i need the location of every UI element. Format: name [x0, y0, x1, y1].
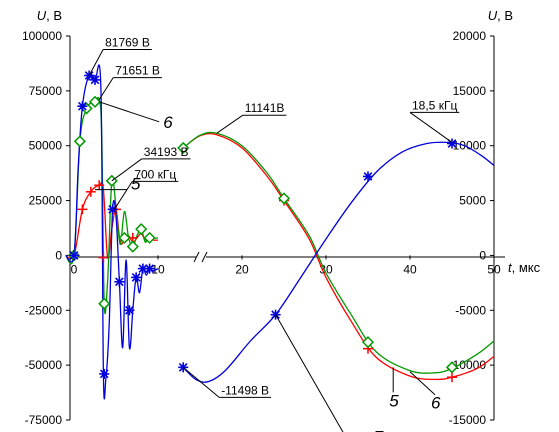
annotation: 700 кГц	[113, 167, 179, 210]
left-tick-label: -75000	[25, 413, 63, 427]
series-line-right-5	[182, 132, 495, 381]
annotation-label: 700 кГц	[134, 167, 176, 181]
right-tick-label: 5000	[459, 194, 486, 208]
right-tick-label: 20000	[453, 29, 487, 43]
curve-label: 7	[275, 314, 384, 432]
left-axis-ticks: 100000 75000 50000 25000 0 -25000 -50000 -75000	[22, 29, 70, 427]
diamond-marker	[73, 135, 86, 148]
right-tick-label: -15000	[449, 413, 487, 427]
curve-number: 7	[374, 428, 384, 432]
annotation-label: 18,5 кГц	[412, 98, 457, 112]
plus-marker	[94, 180, 105, 191]
star-marker	[114, 276, 125, 287]
annotation-label: -11498 В	[221, 383, 269, 397]
annotation-label: 11141В	[245, 101, 285, 115]
right-tick-label: 10000	[453, 139, 487, 153]
x-tick-label: 20	[235, 262, 249, 276]
curve-number: 5	[389, 391, 399, 410]
star-marker	[84, 70, 95, 81]
x-tick-label: 0	[71, 262, 78, 276]
annotation: 18,5 кГц	[409, 98, 460, 143]
star-marker	[131, 272, 142, 283]
star-marker	[77, 101, 88, 112]
annotation: -11498 В	[182, 366, 272, 398]
annotations: 81769 В 71651 В 34193 В 700 кГц 11141В 18,5 к…	[88, 35, 460, 398]
left-tick-label: 100000	[22, 29, 62, 43]
diamond-marker	[88, 95, 102, 108]
star-marker	[69, 250, 79, 261]
curve-number: 6	[163, 113, 173, 132]
diamond-marker	[98, 297, 111, 310]
star-marker	[144, 263, 155, 274]
annotation-label: 34193 В	[144, 145, 189, 159]
annotation: 34193 В	[111, 145, 191, 182]
curve-label: 6	[409, 371, 441, 413]
left-tick-label: 0	[55, 248, 62, 262]
left-tick-label: -50000	[25, 358, 63, 372]
curve-label: 5	[389, 367, 399, 410]
annotation: 11141В	[216, 101, 287, 134]
x-tick-label: 50	[487, 262, 501, 276]
right-axis-title: U, В	[488, 8, 513, 23]
axis-break-mark-1	[193, 251, 200, 263]
star-marker	[107, 204, 118, 215]
left-axis-title: U, В	[37, 8, 62, 23]
axis-break-mark-2	[201, 251, 208, 263]
right-tick-label: -5000	[455, 303, 486, 317]
diamond-marker	[135, 223, 148, 236]
diamond-marker	[361, 336, 375, 349]
annotation: 81769 В	[88, 35, 152, 76]
x-tick-label: 10	[151, 262, 165, 276]
curve-label: 6	[99, 101, 173, 132]
diamond-marker	[143, 231, 156, 244]
plus-marker	[77, 204, 88, 215]
series-line-left-6	[64, 96, 159, 315]
curve-labels: 6 5 7 5 6	[95, 101, 441, 432]
star-marker	[124, 305, 135, 316]
markers	[67, 70, 459, 383]
x-axis-title: t, мкс	[508, 260, 541, 275]
left-tick-label: 25000	[29, 194, 63, 208]
star-marker	[363, 171, 373, 182]
left-tick-label: -25000	[25, 303, 63, 317]
annotation: 71651 В	[98, 64, 162, 100]
curve-number: 5	[131, 175, 141, 194]
plus-marker	[85, 186, 96, 197]
curve-label: 5	[95, 175, 141, 194]
series-line-right-7	[182, 141, 495, 383]
plus-marker	[98, 252, 109, 263]
diamond-marker	[445, 361, 459, 374]
diamond-marker	[177, 141, 190, 154]
right-tick-label: 0	[479, 248, 486, 262]
star-marker	[90, 74, 100, 85]
left-tick-label: 75000	[29, 84, 63, 98]
annotation-label: 81769 В	[105, 35, 150, 49]
diamond-marker	[126, 240, 139, 253]
right-tick-label: 15000	[453, 84, 487, 98]
annotation-label: 71651 В	[115, 64, 160, 78]
star-marker	[99, 368, 110, 379]
series-line-right-6	[182, 131, 495, 374]
plus-marker	[447, 372, 457, 383]
diamond-marker	[118, 231, 131, 244]
x-tick-label: 40	[403, 262, 417, 276]
x-axis-ticks: 0 10 20 30 40 50	[71, 255, 501, 276]
left-tick-label: 50000	[29, 139, 63, 153]
curve-number: 6	[431, 394, 441, 413]
diamond-marker	[277, 192, 291, 205]
